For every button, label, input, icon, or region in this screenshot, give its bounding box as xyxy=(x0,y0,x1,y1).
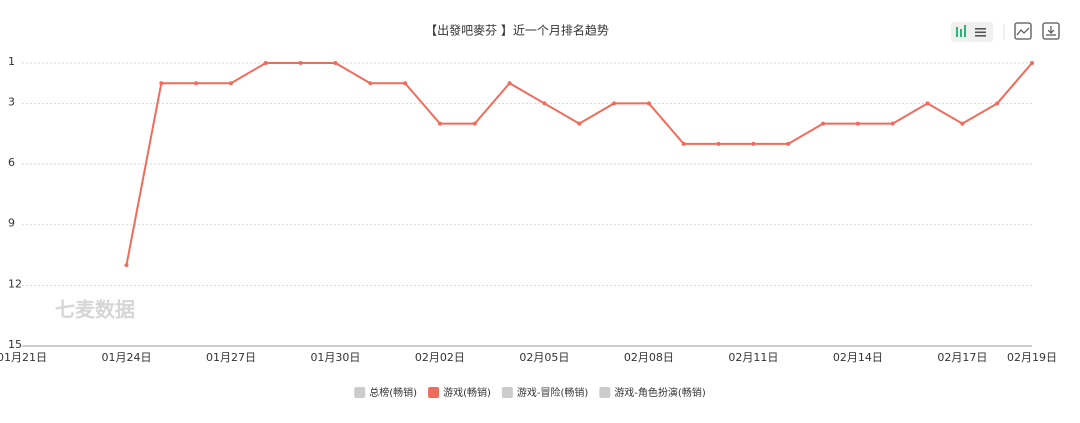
point xyxy=(925,101,930,106)
icon xyxy=(964,25,966,37)
point xyxy=(786,141,791,146)
point xyxy=(751,141,756,146)
x-tick-label: 02月02日 xyxy=(415,351,465,364)
legend-label[interactable]: 总榜(畅销) xyxy=(369,386,417,399)
point xyxy=(716,141,721,146)
legend-swatch[interactable] xyxy=(428,387,440,398)
x-tick-label: 02月05日 xyxy=(519,351,569,364)
y-tick-label: 6 xyxy=(8,156,15,169)
icon xyxy=(960,29,962,37)
point xyxy=(960,121,965,126)
x-tick-label: 02月14日 xyxy=(833,351,883,364)
toolbar xyxy=(951,22,1060,42)
x-tick-label: 01月27日 xyxy=(206,351,256,364)
point xyxy=(612,101,617,106)
legend-label[interactable]: 游戏(畅销) xyxy=(443,386,491,399)
icon xyxy=(1016,27,1030,36)
y-tick-label: 12 xyxy=(8,277,22,290)
legend-label[interactable]: 游戏-角色扮演(畅销) xyxy=(614,386,706,399)
point xyxy=(403,81,408,86)
point xyxy=(124,263,129,268)
x-tick-label: 02月08日 xyxy=(624,351,674,364)
point xyxy=(681,141,686,146)
point xyxy=(542,101,547,106)
x-tick-label: 02月17日 xyxy=(937,351,987,364)
point xyxy=(855,121,860,126)
chart-title: 【出發吧麥芬 】近一个月排名趋势 xyxy=(425,23,609,38)
point xyxy=(437,121,442,126)
icon xyxy=(1046,26,1056,36)
x-tick-label: 02月19日 xyxy=(1007,351,1057,364)
icon xyxy=(975,35,986,37)
legend-swatch[interactable] xyxy=(354,387,366,398)
point xyxy=(507,81,512,86)
download-button[interactable] xyxy=(1042,22,1060,40)
icon xyxy=(956,27,958,37)
point xyxy=(228,81,233,86)
legend: 总榜(畅销) 游戏(畅销) 游戏-冒险(畅销) 游戏-角色扮演(畅销) xyxy=(354,386,706,399)
legend-swatch[interactable] xyxy=(599,387,611,398)
y-tick-label: 1 xyxy=(8,55,15,68)
x-tick-label: 01月21日 xyxy=(0,351,47,364)
legend-swatch[interactable] xyxy=(501,387,513,398)
x-tick-label: 01月24日 xyxy=(101,351,151,364)
point xyxy=(368,81,373,86)
point xyxy=(263,61,268,65)
x-tick-label: 02月11日 xyxy=(728,351,778,364)
point xyxy=(646,101,651,106)
watermark: 七麦数据 xyxy=(55,298,135,322)
point xyxy=(472,121,477,126)
icon xyxy=(975,28,986,30)
y-tick-label: 3 xyxy=(8,95,15,108)
point xyxy=(995,101,1000,106)
y-tick-label: 9 xyxy=(8,217,15,230)
point xyxy=(890,121,895,126)
point xyxy=(298,61,303,65)
y-tick-label: 15 xyxy=(8,338,22,351)
point xyxy=(159,81,164,86)
point xyxy=(577,121,582,126)
x-tick-label: 01月30日 xyxy=(310,351,360,364)
point xyxy=(821,121,826,126)
point xyxy=(194,81,199,86)
legend-label[interactable]: 游戏-冒险(畅销) xyxy=(517,386,589,399)
image-button[interactable] xyxy=(1014,22,1032,40)
point xyxy=(333,61,338,65)
icon xyxy=(975,31,986,34)
point xyxy=(1030,61,1034,65)
